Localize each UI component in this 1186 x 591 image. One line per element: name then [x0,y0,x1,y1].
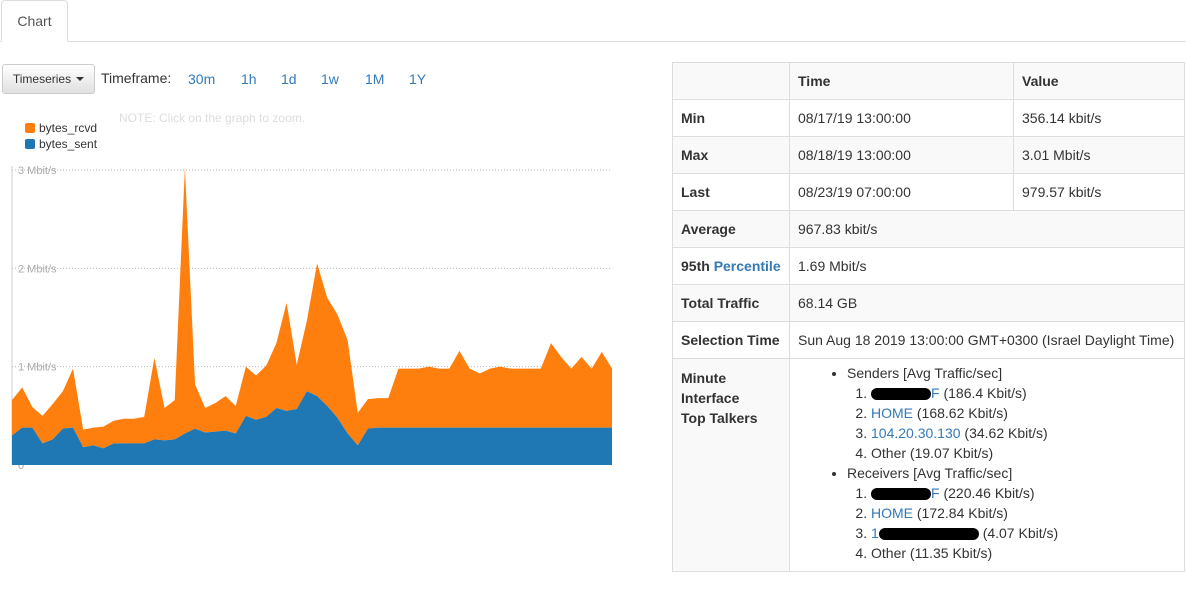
list-item: 1 (4.07 Kbit/s) [871,523,1176,543]
list-item: F (186.4 Kbit/s) [871,383,1176,403]
sender-value: (34.62 Kbit/s) [964,425,1048,441]
tab-chart[interactable]: Chart [1,0,68,42]
max-time: 08/18/19 13:00:00 [789,136,1014,174]
legend-item-bytes-sent[interactable]: bytes_sent [25,137,97,151]
receiver-value: (172.84 Kbit/s) [916,505,1008,521]
row-label-total-traffic: Total Traffic [672,284,790,322]
senders-group: Senders [Avg Traffic/sec] F (186.4 Kbit/… [847,363,1176,463]
table-row-selection-time: Selection Time Sun Aug 18 2019 13:00:00 … [672,321,1185,359]
legend-swatch-bytes-rcvd [25,123,35,133]
table-row-last: Last 08/23/19 07:00:00 979.57 kbit/s [672,173,1185,211]
timeframe-1d-link[interactable]: 1d [281,71,297,87]
timeframe-1h-link[interactable]: 1h [241,71,257,87]
receiver-name: Other [871,545,907,561]
percentile-prefix: 95th [681,258,710,274]
legend-item-bytes-rcvd[interactable]: bytes_rcvd [25,121,97,135]
timeseries-dropdown[interactable]: Timeseries [2,64,95,94]
list-item: Other (19.07 Kbit/s) [871,443,1176,463]
receivers-group: Receivers [Avg Traffic/sec] F (220.46 Kb… [847,463,1176,563]
timeframe-30m-link[interactable]: 30m [188,71,216,87]
receiver-link[interactable]: F [931,485,940,501]
top-talkers-cell: Senders [Avg Traffic/sec] F (186.4 Kbit/… [789,358,1185,572]
sender-value: (19.07 Kbit/s) [909,445,994,461]
table-row-percentile: 95th Percentile 1.69 Mbit/s [672,247,1185,285]
zoom-note: NOTE: Click on the graph to zoom. [119,111,306,125]
row-label-selection-time: Selection Time [672,321,790,359]
legend-swatch-bytes-sent [25,139,35,149]
sender-link[interactable]: F [931,385,940,401]
sender-value: (168.62 Kbit/s) [916,405,1008,421]
table-header-time: Time [789,62,1014,100]
y-tick-label: 3 Mbit/s [18,165,57,177]
y-tick-label: 1 Mbit/s [18,362,57,374]
table-row-total-traffic: Total Traffic 68.14 GB [672,284,1185,322]
list-item: Other (11.35 Kbit/s) [871,543,1176,563]
row-label-top-talkers: Minute Interface Top Talkers [672,358,790,572]
timeframe-1Y-link[interactable]: 1Y [409,71,427,87]
talkers-label-line2: Interface [681,390,740,406]
redacted-mark [871,488,931,501]
row-label-last: Last [672,173,790,211]
list-item: HOME (168.62 Kbit/s) [871,403,1176,423]
timeframe-1M-link[interactable]: 1M [365,71,385,87]
max-value: 3.01 Mbit/s [1013,136,1185,174]
row-label-min: Min [672,99,790,137]
receiver-link[interactable]: 1 [871,525,879,541]
talkers-label-line1: Minute [681,370,727,386]
table-row-max: Max 08/18/19 13:00:00 3.01 Mbit/s [672,136,1185,174]
average-value: 967.83 kbit/s [789,210,1185,248]
table-row-top-talkers: Minute Interface Top Talkers Senders [Av… [672,358,1185,572]
table-header-empty [672,62,790,100]
legend-label-bytes-sent: bytes_sent [39,137,98,151]
sender-link[interactable]: 104.20.30.130 [871,425,961,441]
percentile-link[interactable]: Percentile [713,258,781,274]
caret-down-icon [76,77,85,81]
table-row-average: Average 967.83 kbit/s [672,210,1185,248]
sender-link[interactable]: HOME [871,405,913,421]
row-label-max: Max [672,136,790,174]
timeframe-label: Timeframe: [101,70,172,86]
senders-title: Senders [Avg Traffic/sec] [847,365,1003,381]
y-tick-label: 0 [18,460,24,472]
list-item: 104.20.30.130 (34.62 Kbit/s) [871,423,1176,443]
sender-name: Other [871,445,907,461]
min-time: 08/17/19 13:00:00 [789,99,1014,137]
timeframe-1w-link[interactable]: 1w [321,71,339,87]
row-label-average: Average [672,210,790,248]
receiver-value: (11.35 Kbit/s) [909,545,993,561]
receivers-list: F (220.46 Kbit/s) HOME (172.84 Kbit/s) 1… [847,483,1176,563]
redacted-mark [871,388,931,401]
table-header-row: Time Value [672,62,1185,100]
redacted-mark [878,528,979,541]
series-area-bytes-sent [12,391,612,465]
row-label-percentile: 95th Percentile [672,247,790,285]
list-item: HOME (172.84 Kbit/s) [871,503,1176,523]
list-item: F (220.46 Kbit/s) [871,483,1176,503]
total-traffic-value: 68.14 GB [789,284,1185,322]
talkers-label-line3: Top Talkers [681,410,758,426]
table-row-min: Min 08/17/19 13:00:00 356.14 kbit/s [672,99,1185,137]
table-header-value: Value [1013,62,1185,100]
receivers-title: Receivers [Avg Traffic/sec] [847,465,1013,481]
receiver-link[interactable]: HOME [871,505,913,521]
series-area-bytes-rcvd [12,168,612,449]
last-value: 979.57 kbit/s [1013,173,1185,211]
y-tick-label: 2 Mbit/s [18,263,57,275]
legend-label-bytes-rcvd: bytes_rcvd [39,121,98,135]
senders-list: F (186.4 Kbit/s) HOME (168.62 Kbit/s) 10… [847,383,1176,463]
last-time: 08/23/19 07:00:00 [789,173,1014,211]
sender-value: (186.4 Kbit/s) [943,385,1027,401]
timeseries-dropdown-label: Timeseries [12,72,72,86]
tab-bar: Chart [0,0,1186,42]
percentile-value: 1.69 Mbit/s [789,247,1185,285]
selection-time-value: Sun Aug 18 2019 13:00:00 GMT+0300 (Israe… [789,321,1185,359]
receiver-value: (220.46 Kbit/s) [943,485,1035,501]
receiver-value: (4.07 Kbit/s) [982,525,1059,541]
min-value: 356.14 kbit/s [1013,99,1185,137]
stats-table: Time Value Min 08/17/19 13:00:00 356.14 … [672,62,1185,572]
traffic-area-chart[interactable]: 0 1 Mbit/s 2 Mbit/s 3 Mbit/s [0,160,620,472]
talkers-groups: Senders [Avg Traffic/sec] F (186.4 Kbit/… [798,363,1176,563]
